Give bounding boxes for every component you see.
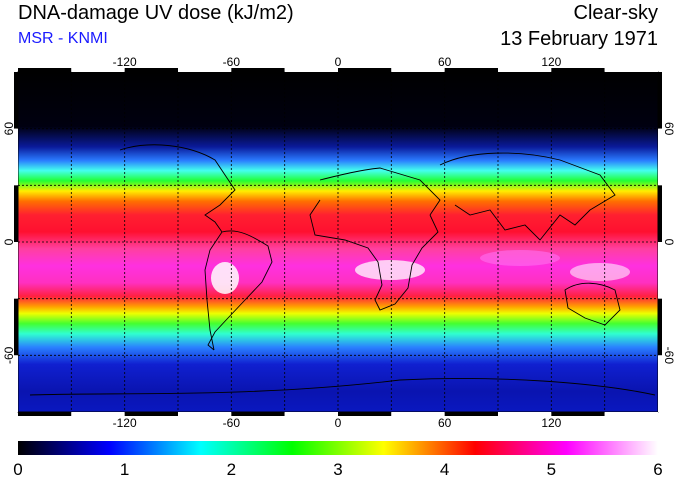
lon-tick-label: 120: [541, 55, 561, 69]
colorbar-tick-label: 2: [227, 460, 236, 479]
lat-axis-right: 60 0 -60: [662, 122, 676, 364]
lon-tick-label: -120: [113, 416, 137, 430]
colorbar-tick-label: 3: [333, 460, 342, 479]
lat-tick-label: 60: [662, 122, 676, 136]
lon-tick-label: 120: [541, 416, 561, 430]
lon-tick-label: -60: [223, 55, 241, 69]
colorbar-labels: 0 1 2 3 4 5 6: [13, 460, 662, 479]
lat-tick-label: 60: [2, 122, 16, 136]
lon-axis-top: -120 -60 0 60 120: [113, 55, 562, 69]
lat-tick-label: 0: [2, 238, 16, 245]
coastlines: [29, 144, 656, 396]
lat-tick-label: 0: [662, 239, 676, 246]
lon-tick-label: -60: [223, 416, 241, 430]
lon-tick-label: 0: [335, 416, 342, 430]
colorbar-tick-label: 1: [120, 460, 129, 479]
graticule: [18, 72, 658, 412]
lon-axis-bottom: -120 -60 0 60 120: [113, 416, 562, 430]
lon-tick-label: -120: [113, 55, 137, 69]
sky-condition-label: Clear-sky: [573, 2, 658, 24]
map-frame: [14, 68, 662, 416]
lat-tick-label: -60: [662, 347, 676, 365]
colorbar: [18, 441, 658, 455]
lon-tick-label: 60: [438, 416, 452, 430]
colorbar-tick-label: 5: [547, 460, 556, 479]
map-title: DNA-damage UV dose (kJ/m2): [18, 2, 294, 24]
lat-axis-left: 60 0 -60: [2, 122, 16, 364]
date-label: 13 February 1971: [500, 28, 658, 50]
lat-tick-label: -60: [2, 346, 16, 364]
map-field: [18, 72, 658, 412]
lon-tick-label: 0: [335, 55, 342, 69]
lon-tick-label: 60: [438, 55, 452, 69]
data-source-label: MSR - KNMI: [18, 30, 108, 47]
colorbar-tick-label: 4: [440, 460, 449, 479]
colorbar-tick-label: 6: [653, 460, 662, 479]
colorbar-tick-label: 0: [13, 460, 22, 479]
